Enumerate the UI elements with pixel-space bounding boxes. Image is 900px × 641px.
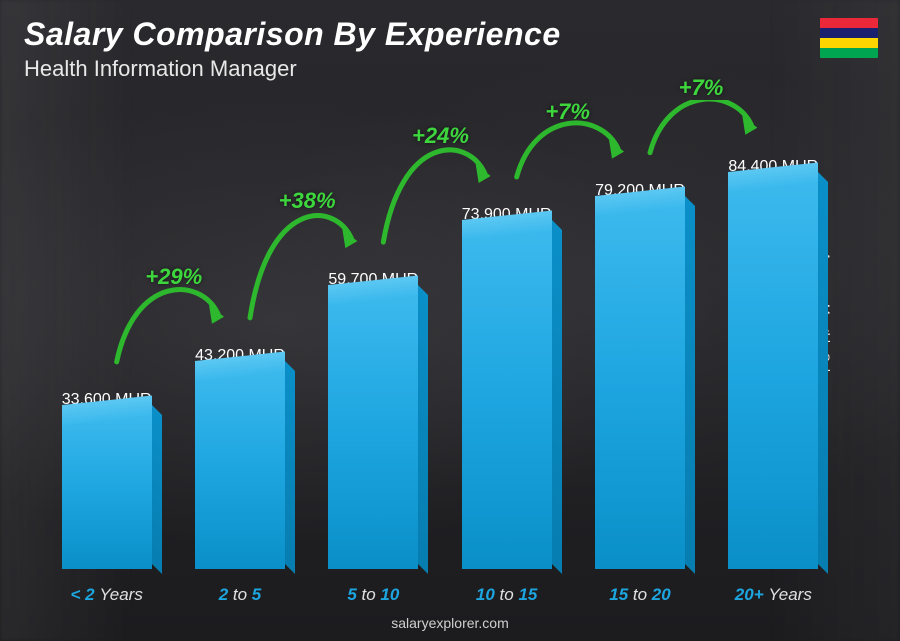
x-axis-labels: < 2 Years2 to 55 to 1010 to 1515 to 2020… [40,585,840,605]
flag-stripe [820,48,878,58]
x-axis-label: < 2 Years [40,585,173,605]
bar-chart-area: 33,600 MUR43,200 MUR59,700 MUR73,900 MUR… [40,100,840,569]
x-axis-label: 20+ Years [707,585,840,605]
growth-percent-label: +7% [679,75,724,101]
footer-source: salaryexplorer.com [0,615,900,631]
flag-stripe [820,38,878,48]
flag-stripe [820,28,878,38]
chart-content: Salary Comparison By Experience Health I… [0,0,900,641]
x-axis-label: 2 to 5 [173,585,306,605]
flag-stripe [820,18,878,28]
x-axis-label: 5 to 10 [307,585,440,605]
growth-arrow: +7% [40,100,840,569]
chart-title: Salary Comparison By Experience [24,16,561,53]
chart-subtitle: Health Information Manager [24,56,297,82]
country-flag-mauritius [820,18,878,58]
x-axis-label: 15 to 20 [573,585,706,605]
x-axis-label: 10 to 15 [440,585,573,605]
